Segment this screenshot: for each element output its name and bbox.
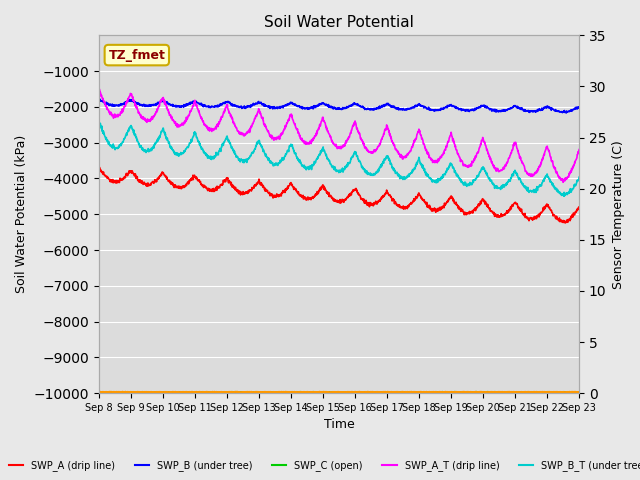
Y-axis label: Sensor Temperature (C): Sensor Temperature (C) [612, 140, 625, 288]
Legend: SWP_A (drip line), SWP_B (under tree), SWP_C (open), SWP_A_T (drip line), SWP_B_: SWP_A (drip line), SWP_B (under tree), S… [5, 456, 640, 475]
X-axis label: Time: Time [324, 419, 355, 432]
Y-axis label: Soil Water Potential (kPa): Soil Water Potential (kPa) [15, 135, 28, 293]
Title: Soil Water Potential: Soil Water Potential [264, 15, 414, 30]
Text: TZ_fmet: TZ_fmet [108, 48, 165, 61]
